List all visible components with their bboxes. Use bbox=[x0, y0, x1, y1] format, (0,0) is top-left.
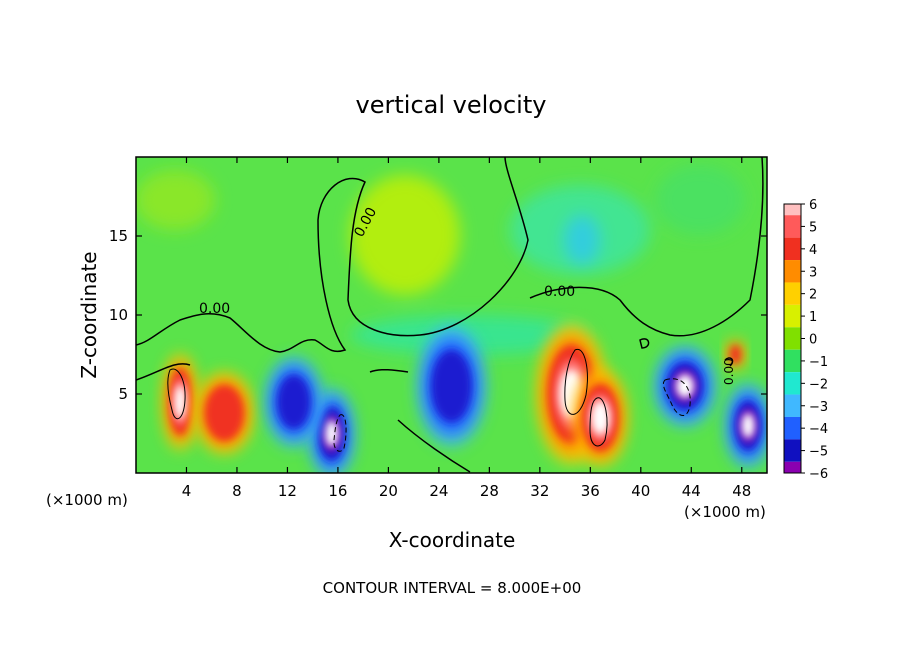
colorbar-swatch bbox=[784, 439, 801, 462]
x-tick-label: 16 bbox=[328, 482, 347, 500]
y-axis-ticks: 5 10 15 bbox=[109, 227, 767, 403]
plot-area bbox=[136, 157, 767, 473]
colorbar-label: 0 bbox=[809, 333, 817, 348]
x-tick-label: 44 bbox=[682, 482, 701, 500]
downdraft-ring bbox=[431, 350, 472, 423]
downdraft-cell bbox=[265, 356, 322, 447]
colorbar-swatch bbox=[784, 327, 801, 350]
colorbar-label: −1 bbox=[809, 355, 828, 370]
colorbar-swatch bbox=[784, 215, 801, 238]
contour-label: 0.00 bbox=[722, 358, 736, 385]
downdraft-cell bbox=[726, 383, 767, 468]
updraft-cell bbox=[164, 353, 197, 450]
colorbar-label: 3 bbox=[809, 265, 817, 280]
colorbar-label: 5 bbox=[809, 220, 817, 235]
y-tick-label: 15 bbox=[109, 227, 128, 245]
x-tick-label: 36 bbox=[581, 482, 600, 500]
y-tick-label: 10 bbox=[109, 306, 128, 324]
colorbar-swatch bbox=[784, 260, 801, 283]
core-contours bbox=[167, 348, 691, 452]
x-tick-label: 24 bbox=[429, 482, 448, 500]
downdraft-ring bbox=[675, 374, 694, 399]
colorbar-label: −6 bbox=[809, 467, 828, 482]
colorbar-swatch bbox=[784, 372, 801, 395]
colorbar-swatch bbox=[784, 304, 801, 328]
colorbar-swatch bbox=[784, 349, 801, 373]
velocity-features bbox=[164, 324, 767, 473]
colorbar-label: 6 bbox=[809, 198, 817, 213]
colorbar-label: −3 bbox=[809, 400, 828, 415]
downdraft-ring bbox=[741, 413, 755, 439]
colorbar-label: −4 bbox=[809, 422, 828, 437]
updraft-cell bbox=[196, 372, 253, 453]
y-axis-label: Z-coordinate bbox=[77, 251, 101, 378]
colorbar: 6 5 4 3 2 1 0 −1 −2 −3 −4 −5 −6 bbox=[783, 198, 828, 482]
colorbar-swatch bbox=[784, 461, 801, 473]
colorbar-swatch bbox=[784, 204, 801, 216]
downdraft-ring bbox=[325, 420, 339, 447]
colorbar-swatch bbox=[784, 237, 801, 261]
x-axis-ticks: 4 8 12 16 20 24 28 32 36 40 44 48 bbox=[182, 157, 751, 500]
x-tick-label: 4 bbox=[182, 482, 192, 500]
contour-interval-note: CONTOUR INTERVAL = 8.000E+00 bbox=[323, 579, 582, 597]
colorbar-swatch bbox=[784, 394, 801, 417]
chart-title: vertical velocity bbox=[356, 91, 547, 119]
x-tick-label: 12 bbox=[278, 482, 297, 500]
updraft-ring bbox=[591, 400, 610, 435]
updraft-ring bbox=[204, 384, 244, 441]
x-tick-label: 40 bbox=[631, 482, 650, 500]
x-tick-label: 32 bbox=[530, 482, 549, 500]
x-unit-right: (×1000 m) bbox=[684, 503, 766, 521]
x-axis-label: X-coordinate bbox=[389, 528, 516, 552]
colorbar-label: 1 bbox=[809, 310, 817, 325]
x-tick-label: 28 bbox=[480, 482, 499, 500]
colorbar-label: −2 bbox=[809, 377, 828, 392]
y-tick-label: 5 bbox=[118, 385, 128, 403]
colorbar-label: 4 bbox=[809, 243, 817, 258]
x-unit-left: (×1000 m) bbox=[46, 491, 128, 509]
upper-field bbox=[136, 165, 745, 355]
colorbar-swatch bbox=[784, 416, 801, 440]
updraft-cell bbox=[574, 369, 627, 466]
downdraft-cell bbox=[417, 326, 486, 447]
x-tick-label: 20 bbox=[379, 482, 398, 500]
colorbar-label: 2 bbox=[809, 288, 817, 303]
updraft-ring bbox=[174, 385, 186, 419]
contour-label: 0.00 bbox=[544, 284, 575, 300]
colorbar-label: −5 bbox=[809, 445, 828, 460]
contour-label: 0.00 bbox=[199, 301, 230, 317]
x-tick-label: 48 bbox=[732, 482, 751, 500]
downdraft-cell bbox=[654, 346, 715, 427]
colorbar-swatch bbox=[784, 282, 801, 305]
zero-contours bbox=[136, 157, 764, 473]
x-tick-label: 8 bbox=[232, 482, 242, 500]
downdraft-ring bbox=[276, 374, 311, 429]
